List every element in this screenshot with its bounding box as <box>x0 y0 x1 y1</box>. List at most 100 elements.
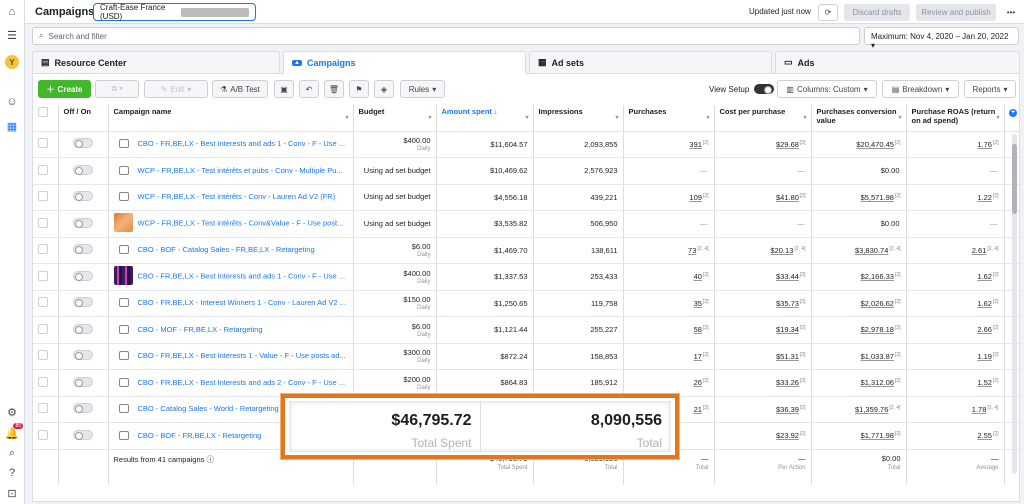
campaign-name-link[interactable]: CBO - FR,BE,LX - Best Interests and ads … <box>137 139 346 149</box>
row-toggle-cell[interactable] <box>58 157 109 185</box>
row-select[interactable] <box>33 290 59 317</box>
notifications-icon[interactable]: 🔔 85 <box>5 423 23 440</box>
col-cost-per-purchase[interactable]: Cost per purchase ▾ <box>714 105 812 132</box>
table-row[interactable]: WCP - FR,BE,LX - Test intérêts - Conv&Va… <box>33 210 1021 238</box>
row-toggle-cell[interactable] <box>58 369 109 397</box>
cell-purch[interactable]: 26[2] <box>623 369 715 397</box>
campaign-toggle[interactable] <box>73 191 93 202</box>
gear-icon[interactable]: ⚙ <box>7 406 17 419</box>
row-checkbox[interactable] <box>38 191 48 202</box>
row-toggle-cell[interactable] <box>58 343 109 370</box>
row-select[interactable] <box>33 369 59 397</box>
campaign-name-cell[interactable]: WCP - FR,BE,LX - Test intérêts - Conv - … <box>108 184 354 211</box>
scrollbar-thumb[interactable] <box>1012 144 1017 214</box>
date-range-picker[interactable]: Maximum: Nov 4, 2020 – Jan 20, 2022 ▾ <box>864 27 1019 50</box>
campaign-toggle[interactable] <box>73 164 93 175</box>
duplicate-button[interactable]: ⧉ ▾ <box>95 80 139 98</box>
chevron-down-icon[interactable]: ▾ <box>996 115 1000 121</box>
campaign-name-cell[interactable]: CBO - FR,BE,LX - Best Interests 1 - Valu… <box>108 343 354 370</box>
campaign-toggle[interactable] <box>73 270 93 281</box>
hamburger-menu-icon[interactable]: ☰ <box>7 29 17 42</box>
more-options-button[interactable]: ••• <box>1001 4 1021 21</box>
cell-roas[interactable]: 1.76[2] <box>906 131 1005 158</box>
campaign-name-link[interactable]: CBO - BOF - Catalog Sales - FR,BE,LX - R… <box>137 245 315 255</box>
chevron-down-icon[interactable]: ▾ <box>706 115 710 121</box>
add-column-header[interactable]: + <box>1004 105 1021 132</box>
row-checkbox[interactable] <box>38 376 48 387</box>
table-row[interactable]: CBO - FR,BE,LX - Best Interests and ads … <box>33 369 1021 397</box>
col-amount-spent[interactable]: Amount spent ↓ ▾ <box>436 105 534 132</box>
cell-value[interactable]: $2,026.62[2] <box>811 290 907 317</box>
review-publish-button[interactable]: Review and publish <box>916 4 996 21</box>
cell-value[interactable]: $2,166.33[2] <box>811 263 907 291</box>
campaign-name-cell[interactable]: CBO - FR,BE,LX - Interest Winners 1 - Co… <box>108 290 354 317</box>
row-toggle-cell[interactable] <box>58 290 109 317</box>
row-toggle-cell[interactable] <box>58 263 109 291</box>
tab-ads[interactable]: ▭ Ads <box>775 51 1020 73</box>
cell-value[interactable]: $1,033.87[2] <box>811 343 907 370</box>
campaign-toggle[interactable] <box>73 138 93 149</box>
pin-button[interactable]: ⚑ <box>349 80 369 98</box>
tab-resource-center[interactable]: ▤ Resource Center <box>32 51 280 73</box>
chevron-down-icon[interactable]: ▾ <box>428 115 432 121</box>
cell-roas[interactable]: 1.19[2] <box>906 343 1005 370</box>
campaign-name-cell[interactable]: CBO - FR,BE,LX - Best Interests and ads … <box>108 369 354 397</box>
row-checkbox[interactable] <box>38 270 48 281</box>
cell-cpp[interactable]: $19.34[2] <box>714 316 812 344</box>
cell-cpp[interactable]: $36.39[2] <box>714 396 812 423</box>
cell-cpp[interactable]: $35.73[2] <box>714 290 812 317</box>
row-select[interactable] <box>33 237 59 264</box>
campaign-name-cell[interactable]: CBO - MOF - FR,BE,LX - Retargeting <box>108 316 354 344</box>
cell-purch[interactable]: 17[2] <box>623 343 715 370</box>
cell-purch[interactable]: 58[2] <box>623 316 715 344</box>
cell-roas[interactable]: 1.22[2] <box>906 184 1005 211</box>
col-campaign-name[interactable]: Campaign name ▾ <box>108 105 354 132</box>
info-icon[interactable]: ⓘ <box>206 454 214 464</box>
campaign-name-link[interactable]: CBO - MOF - FR,BE,LX - Retargeting <box>137 324 263 334</box>
select-all-checkbox[interactable] <box>38 107 48 117</box>
discard-drafts-button[interactable]: Discard drafts <box>844 4 910 21</box>
chevron-down-icon[interactable]: ▾ <box>345 115 349 121</box>
cell-roas[interactable]: 1.62[2] <box>906 290 1005 317</box>
row-toggle-cell[interactable] <box>58 184 109 211</box>
cell-cpp[interactable]: $51.31[2] <box>714 343 812 370</box>
row-checkbox[interactable] <box>38 297 48 308</box>
row-checkbox[interactable] <box>38 429 48 440</box>
cell-value[interactable]: $2,978.18[2] <box>811 316 907 344</box>
table-row[interactable]: CBO - FR,BE,LX - Best Interests and ads … <box>33 131 1021 158</box>
table-row[interactable]: CBO - MOF - FR,BE,LX - Retargeting $6.00 D… <box>33 316 1021 344</box>
ab-test-button[interactable]: ⚗ A/B Test <box>212 80 268 98</box>
col-purchase-roas[interactable]: Purchase ROAS (return on ad spend) ▾ <box>906 105 1005 132</box>
select-all-header[interactable] <box>33 105 59 132</box>
row-select[interactable] <box>33 263 59 291</box>
row-checkbox[interactable] <box>38 217 48 228</box>
row-toggle-cell[interactable] <box>58 396 109 423</box>
campaign-toggle[interactable] <box>73 323 93 334</box>
home-icon[interactable]: ⌂ <box>8 6 16 18</box>
emoji-icon[interactable]: ☺ <box>6 96 18 108</box>
table-row[interactable]: WCP - FR,BE,LX - Test intérêts - Conv - … <box>33 184 1021 211</box>
table-row[interactable]: CBO - FR,BE,LX - Best Interests and ads … <box>33 263 1021 291</box>
columns-button[interactable]: ▥ Columns: Custom ▾ <box>777 80 877 98</box>
campaign-toggle[interactable] <box>73 403 93 414</box>
reports-button[interactable]: Reports ▾ <box>964 80 1016 98</box>
search-icon[interactable]: ⌕ <box>8 446 16 459</box>
campaign-name-link[interactable]: CBO - FR,BE,LX - Best Interests 1 - Valu… <box>137 351 346 361</box>
cell-roas[interactable]: 2.61[2, 4] <box>906 237 1005 264</box>
help-icon[interactable]: ? <box>8 467 16 479</box>
campaign-name-link[interactable]: WCP - FR,BE,LX - Test intérêts - Conv&Va… <box>137 218 344 228</box>
tag-button[interactable]: ◈ <box>374 80 394 98</box>
cell-cpp[interactable]: $41.80[2] <box>714 184 812 211</box>
campaign-name-link[interactable]: CBO - FR,BE,LX - Best Interests and ads … <box>137 377 346 387</box>
row-checkbox[interactable] <box>38 138 48 149</box>
search-input[interactable]: Search and filter <box>48 31 107 41</box>
row-checkbox[interactable] <box>38 164 48 175</box>
campaign-name-link[interactable]: CBO - FR,BE,LX - Best Interests and ads … <box>137 271 346 281</box>
row-select[interactable] <box>33 157 59 185</box>
refresh-button[interactable]: ⟳ <box>818 4 838 21</box>
view-setup[interactable]: View Setup <box>709 84 775 94</box>
cell-cpp[interactable]: $20.13[2, 4] <box>714 237 812 264</box>
campaign-name-cell[interactable]: CBO - FR,BE,LX - Best Interests and ads … <box>108 131 354 158</box>
cell-cpp[interactable]: $23.92[2] <box>714 422 812 450</box>
breakdown-button[interactable]: ▤ Breakdown ▾ <box>882 80 959 98</box>
